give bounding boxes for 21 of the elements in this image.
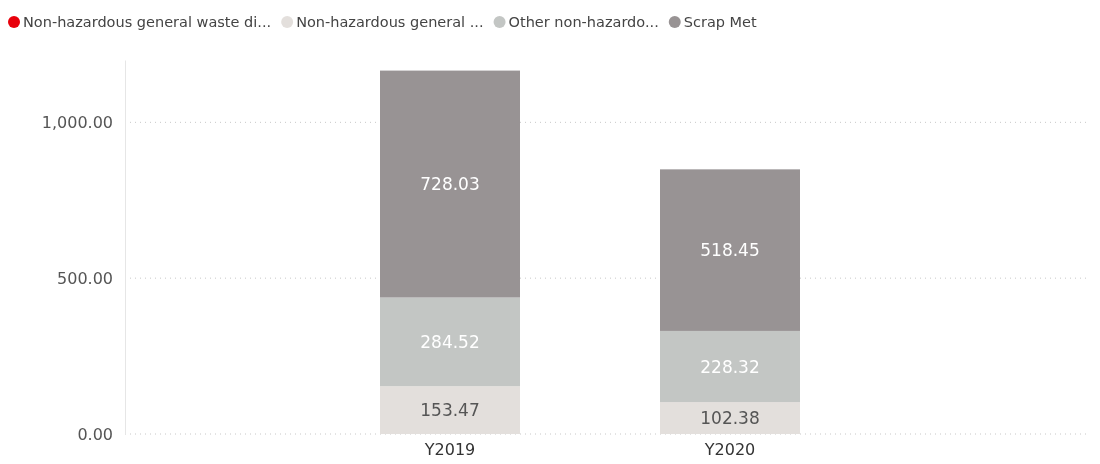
y-tick-label: 0.00 xyxy=(77,424,113,444)
bar xyxy=(660,402,800,434)
data-label: 102.38 xyxy=(700,408,760,429)
data-label: 228.32 xyxy=(700,356,760,377)
x-tick-label: Y2020 xyxy=(703,440,756,460)
bar xyxy=(660,330,800,403)
bar xyxy=(380,297,520,387)
x-tick-label: Y2019 xyxy=(423,440,476,460)
y-tick-label: 500.00 xyxy=(57,268,113,288)
legend-label: Non-hazardous general ... xyxy=(296,14,484,30)
data-label: 518.45 xyxy=(700,240,760,261)
bar xyxy=(660,169,800,331)
legend-label: Non-hazardous general waste di... xyxy=(23,14,272,30)
data-label: 284.52 xyxy=(420,331,480,352)
legend-label: Other non-hazardo... xyxy=(508,14,659,30)
data-label: 728.03 xyxy=(420,174,480,195)
y-tick-label: 1,000.00 xyxy=(41,112,113,132)
bar xyxy=(380,70,520,298)
legend-label: Scrap Met xyxy=(683,14,758,30)
data-label: 153.47 xyxy=(420,400,480,421)
bar xyxy=(380,386,520,434)
